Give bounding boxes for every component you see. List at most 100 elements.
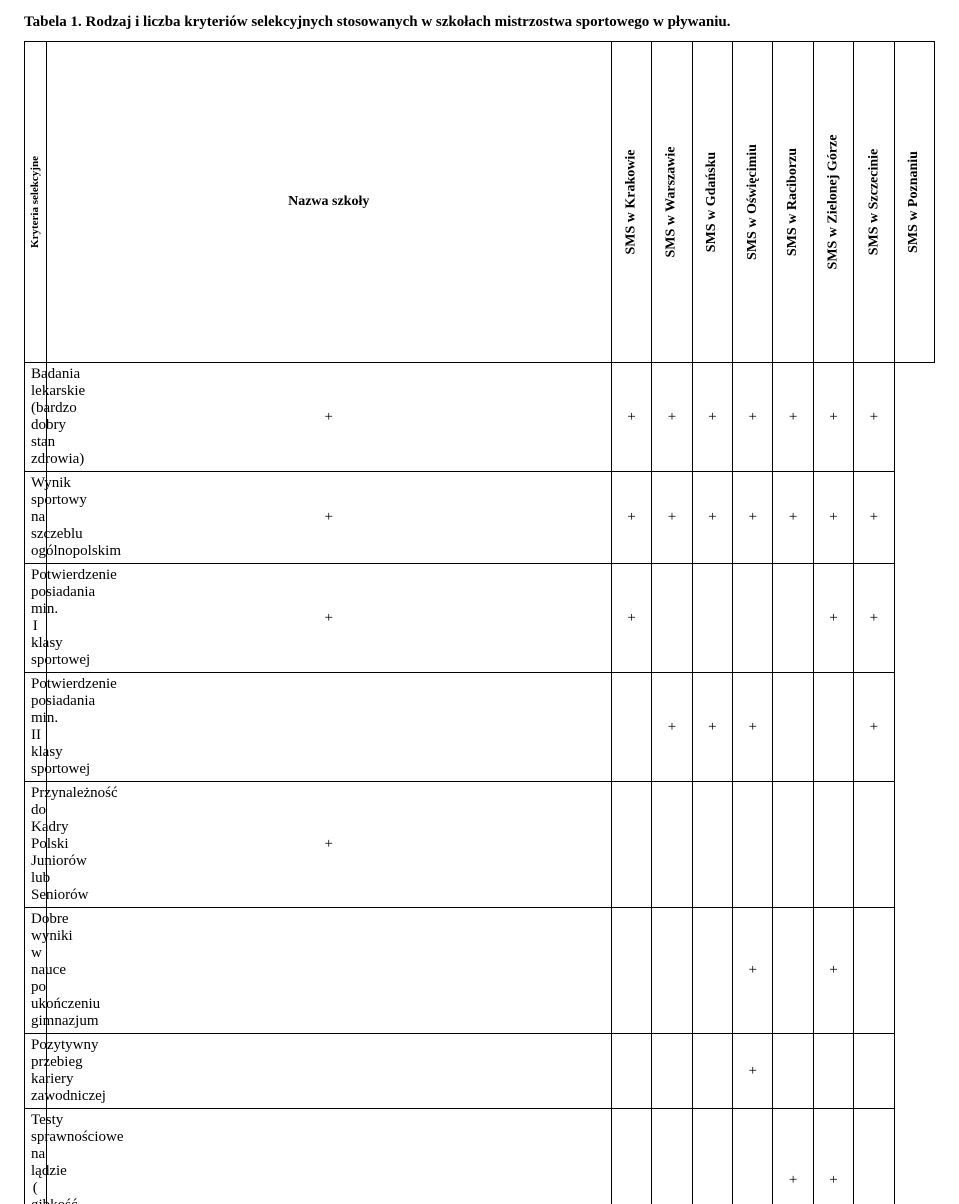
mark-cell — [611, 782, 651, 908]
mark-cell — [692, 564, 732, 673]
mark-cell: + — [773, 1109, 813, 1204]
mark-cell — [773, 782, 813, 908]
mark-cell — [773, 673, 813, 782]
mark-cell — [854, 782, 894, 908]
mark-cell: + — [46, 564, 611, 673]
mark-cell: + — [854, 673, 894, 782]
table-row: Pozytywny przebieg kariery zawodniczej + — [25, 1034, 935, 1109]
side-label: Kryteria selekcyjne — [29, 156, 41, 248]
mark-cell — [813, 782, 853, 908]
school-label: SMS w Oświęcimiu — [745, 144, 761, 260]
mark-cell: + — [854, 564, 894, 673]
mark-cell: + — [652, 472, 692, 564]
mark-cell: + — [813, 564, 853, 673]
mark-cell: + — [611, 363, 651, 472]
mark-cell — [46, 1109, 611, 1204]
school-col-0: SMS w Krakowie — [611, 42, 651, 363]
criteria-label: Testy sprawnościowe na lądzie ( gibkość,… — [25, 1109, 47, 1204]
school-label: SMS w Zielonej Górze — [825, 135, 841, 270]
mark-cell: + — [733, 1034, 773, 1109]
school-label: SMS w Krakowie — [624, 150, 640, 255]
mark-cell: + — [652, 363, 692, 472]
table-caption: Tabela 1. Rodzaj i liczba kryteriów sele… — [24, 14, 935, 31]
mark-cell — [773, 1034, 813, 1109]
mark-cell: + — [813, 1109, 853, 1204]
mark-cell: + — [46, 472, 611, 564]
mark-cell: + — [46, 363, 611, 472]
school-label: SMS w Gdańsku — [704, 152, 720, 252]
criteria-table: Kryteria selekcyjne Nazwa szkoły SMS w K… — [24, 41, 935, 1204]
mark-cell: + — [611, 472, 651, 564]
table-row: Dobre wyniki w nauce po ukończeniu gimna… — [25, 908, 935, 1034]
school-col-2: SMS w Gdańsku — [692, 42, 732, 363]
school-col-5: SMS w Zielonej Górze — [813, 42, 853, 363]
mark-cell — [652, 782, 692, 908]
side-label-cell: Kryteria selekcyjne — [25, 42, 47, 363]
mark-cell — [46, 1034, 611, 1109]
mark-cell: + — [611, 564, 651, 673]
mark-cell — [773, 564, 813, 673]
mark-cell — [692, 908, 732, 1034]
mark-cell: + — [813, 908, 853, 1034]
mark-cell: + — [652, 673, 692, 782]
school-label: SMS w Szczecinie — [866, 149, 882, 256]
mark-cell — [692, 1034, 732, 1109]
mark-cell — [773, 908, 813, 1034]
mark-cell — [46, 908, 611, 1034]
school-col-7: SMS w Poznaniu — [894, 42, 934, 363]
criteria-label: Potwierdzenie posiadania min. I klasy sp… — [25, 564, 47, 673]
school-label: SMS w Poznaniu — [906, 151, 922, 253]
table-row: Testy sprawnościowe na lądzie ( gibkość,… — [25, 1109, 935, 1204]
mark-cell: + — [773, 363, 813, 472]
mark-cell — [46, 673, 611, 782]
criteria-label: Potwierdzenie posiadania min. II klasy s… — [25, 673, 47, 782]
mark-cell — [652, 1109, 692, 1204]
school-col-1: SMS w Warszawie — [652, 42, 692, 363]
mark-cell: + — [854, 472, 894, 564]
table-row: Potwierdzenie posiadania min. I klasy sp… — [25, 564, 935, 673]
school-col-3: SMS w Oświęcimiu — [733, 42, 773, 363]
school-col-4: SMS w Raciborzu — [773, 42, 813, 363]
mark-cell — [692, 782, 732, 908]
table-row: Potwierdzenie posiadania min. II klasy s… — [25, 673, 935, 782]
mark-cell — [813, 673, 853, 782]
mark-cell: + — [813, 363, 853, 472]
mark-cell: + — [692, 363, 732, 472]
table-row: Przynależność do Kadry Polski Juniorów l… — [25, 782, 935, 908]
mark-cell: + — [46, 782, 611, 908]
mark-cell: + — [733, 472, 773, 564]
mark-cell — [692, 1109, 732, 1204]
mark-cell: + — [854, 363, 894, 472]
mark-cell — [652, 1034, 692, 1109]
mark-cell: + — [733, 673, 773, 782]
mark-cell — [611, 1034, 651, 1109]
mark-cell: + — [813, 472, 853, 564]
mark-cell: + — [773, 472, 813, 564]
mark-cell — [611, 673, 651, 782]
mark-cell — [854, 908, 894, 1034]
mark-cell — [854, 1034, 894, 1109]
mark-cell: + — [692, 472, 732, 564]
mark-cell — [733, 1109, 773, 1204]
mark-cell — [813, 1034, 853, 1109]
table-row: Wynik sportowy na szczeblu ogólnopolskim… — [25, 472, 935, 564]
criteria-label: Wynik sportowy na szczeblu ogólnopolskim — [25, 472, 47, 564]
table-row: Badania lekarskie (bardzo dobry stan zdr… — [25, 363, 935, 472]
header-label: Nazwa szkoły — [46, 42, 611, 363]
mark-cell — [611, 908, 651, 1034]
school-label: SMS w Raciborzu — [785, 148, 801, 256]
mark-cell — [733, 564, 773, 673]
mark-cell: + — [733, 908, 773, 1034]
school-col-6: SMS w Szczecinie — [854, 42, 894, 363]
criteria-label: Dobre wyniki w nauce po ukończeniu gimna… — [25, 908, 47, 1034]
school-label: SMS w Warszawie — [664, 147, 680, 258]
mark-cell — [652, 564, 692, 673]
mark-cell — [611, 1109, 651, 1204]
criteria-label: Pozytywny przebieg kariery zawodniczej — [25, 1034, 47, 1109]
mark-cell — [854, 1109, 894, 1204]
mark-cell — [652, 908, 692, 1034]
criteria-label: Przynależność do Kadry Polski Juniorów l… — [25, 782, 47, 908]
mark-cell: + — [692, 673, 732, 782]
mark-cell: + — [733, 363, 773, 472]
criteria-label: Badania lekarskie (bardzo dobry stan zdr… — [25, 363, 47, 472]
